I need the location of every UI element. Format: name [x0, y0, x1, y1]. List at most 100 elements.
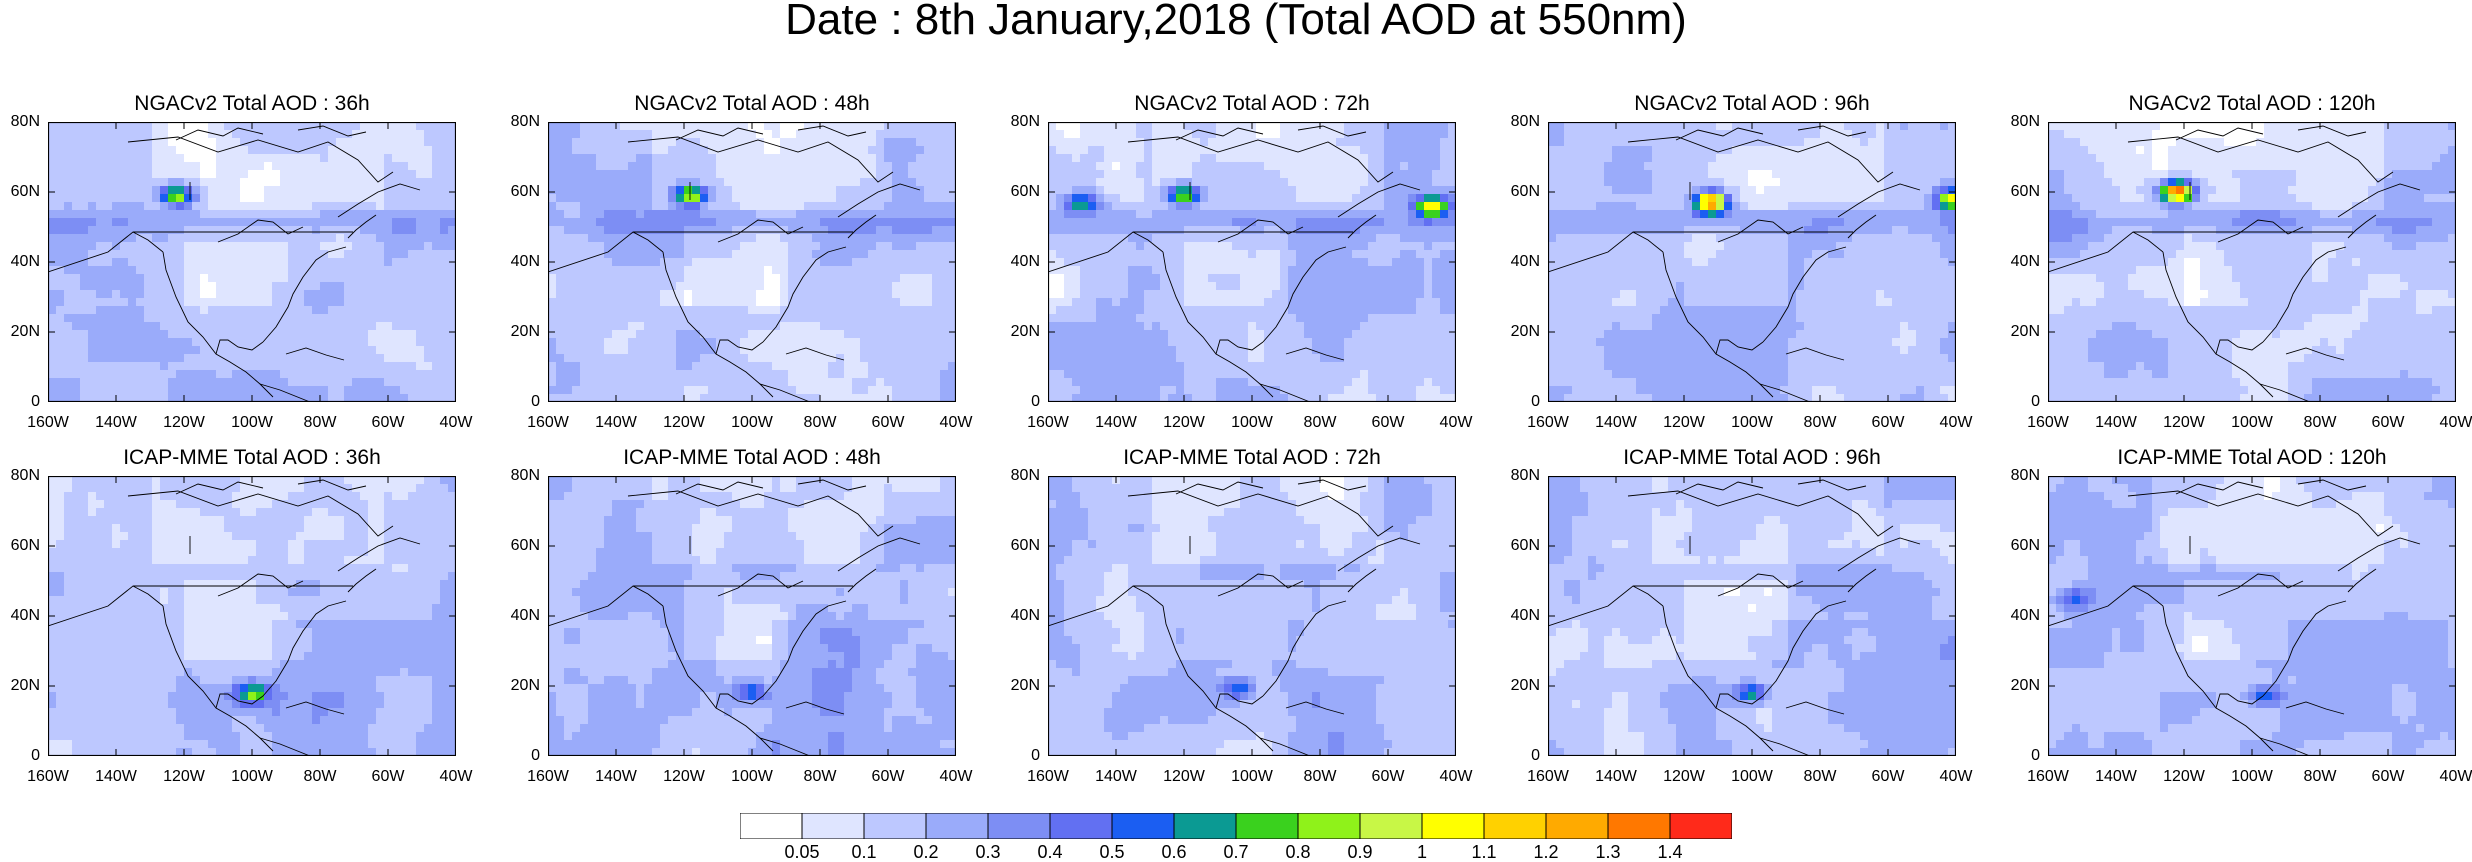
map-panel: ICAP-MME Total AOD : 96h 80N 60N 40N 20N 0 160… [1511, 446, 1973, 785]
colorbar-label: 0.3 [975, 842, 1001, 862]
y-tick-label: 60N [1010, 183, 1040, 200]
panel-title: ICAP-MME Total AOD : 120h [2117, 446, 2387, 469]
tick-marks [1548, 476, 1956, 756]
coastline [2048, 479, 2421, 756]
x-tick-label: 160W [2027, 768, 2069, 785]
x-tick-label: 80W [1303, 768, 1337, 785]
coastline [48, 479, 421, 756]
y-tick-label: 60N [510, 537, 540, 554]
aod-field [1548, 122, 1956, 402]
y-tick-label: 40N [2010, 253, 2040, 270]
x-tick-label: 80W [803, 768, 837, 785]
y-tick-label: 60N [10, 183, 40, 200]
aod-field [548, 122, 956, 402]
map-panel: ICAP-MME Total AOD : 72h 80N 60N 40N 20N 0 160… [1011, 446, 1473, 785]
x-tick-label: 60W [1871, 768, 1905, 785]
map-panel: ICAP-MME Total AOD : 48h 80N 60N 40N 20N 0 160… [511, 446, 973, 785]
y-tick-label: 40N [1010, 253, 1040, 270]
panel-title: NGACv2 Total AOD : 120h [2128, 92, 2376, 115]
y-tick-label: 0 [1531, 393, 1540, 410]
tick-marks [48, 476, 456, 756]
y-tick-label: 20N [10, 677, 40, 694]
figure-title: Date : 8th January,2018 (Total AOD at 55… [785, 0, 1687, 44]
aod-map [1048, 476, 1456, 756]
x-tick-label: 120W [663, 414, 705, 431]
x-tick-label: 60W [871, 768, 905, 785]
x-tick-label: 140W [2095, 768, 2137, 785]
x-tick-label: 40W [1939, 768, 1973, 785]
aod-field [1048, 476, 1456, 756]
panel-title: NGACv2 Total AOD : 36h [134, 92, 370, 115]
x-tick-label: 40W [939, 768, 973, 785]
colorbar-swatch [1359, 813, 1423, 839]
coastline [1548, 479, 1921, 756]
x-tick-label: 140W [1095, 414, 1137, 431]
y-tick-label: 0 [1031, 393, 1040, 410]
y-tick-label: 80N [10, 113, 40, 130]
x-tick-label: 120W [163, 768, 205, 785]
x-tick-label: 60W [2371, 414, 2405, 431]
colorbar-label: 0.7 [1223, 842, 1249, 862]
y-tick-label: 60N [510, 183, 540, 200]
aod-field [48, 122, 456, 402]
x-tick-label: 160W [1527, 414, 1569, 431]
aod-map [1548, 122, 1956, 402]
x-tick-label: 160W [1027, 768, 1069, 785]
y-tick-label: 60N [2010, 183, 2040, 200]
x-tick-label: 140W [595, 414, 637, 431]
panel-title: ICAP-MME Total AOD : 48h [623, 446, 881, 469]
colorbar-swatch [1173, 813, 1237, 839]
x-tick-label: 120W [1163, 768, 1205, 785]
tick-marks [1548, 122, 1956, 402]
y-tick-label: 40N [1010, 607, 1040, 624]
y-tick-label: 60N [1510, 537, 1540, 554]
colorbar-swatch [1545, 813, 1609, 839]
colorbar-label: 0.4 [1037, 842, 1063, 862]
y-tick-label: 60N [10, 537, 40, 554]
x-tick-label: 140W [1095, 768, 1137, 785]
x-tick-label: 60W [2371, 768, 2405, 785]
x-tick-label: 160W [1027, 414, 1069, 431]
x-tick-label: 120W [1163, 414, 1205, 431]
x-tick-label: 80W [1803, 768, 1837, 785]
x-tick-label: 80W [2303, 414, 2337, 431]
map-panel: NGACv2 Total AOD : 120h 80N 60N 40N 20N 0 160W… [2011, 92, 2472, 431]
y-tick-label: 40N [1510, 253, 1540, 270]
x-tick-label: 100W [731, 414, 773, 431]
aod-field [2048, 476, 2456, 756]
x-tick-label: 60W [371, 414, 405, 431]
x-tick-label: 40W [1939, 414, 1973, 431]
y-tick-label: 60N [1010, 537, 1040, 554]
x-tick-label: 60W [1871, 414, 1905, 431]
x-tick-label: 160W [27, 414, 69, 431]
y-tick-label: 0 [531, 393, 540, 410]
y-tick-label: 80N [1510, 113, 1540, 130]
aod-map [1048, 122, 1456, 402]
y-tick-label: 0 [1031, 747, 1040, 764]
colorbar-swatch [1297, 813, 1361, 839]
aod-map [548, 122, 956, 402]
y-tick-label: 20N [2010, 677, 2040, 694]
colorbar-swatch [1483, 813, 1547, 839]
panel-title: ICAP-MME Total AOD : 36h [123, 446, 381, 469]
aod-field [1548, 476, 1956, 756]
y-tick-label: 60N [2010, 537, 2040, 554]
y-tick-label: 0 [1531, 747, 1540, 764]
panel-title: NGACv2 Total AOD : 72h [1134, 92, 1370, 115]
y-tick-label: 20N [10, 323, 40, 340]
aod-map [2048, 122, 2456, 402]
x-tick-label: 40W [1439, 414, 1473, 431]
x-tick-label: 60W [1371, 768, 1405, 785]
tick-marks [548, 476, 956, 756]
y-tick-label: 40N [10, 253, 40, 270]
tick-marks [48, 122, 456, 402]
x-tick-label: 40W [2439, 414, 2472, 431]
y-tick-label: 80N [1010, 113, 1040, 130]
x-tick-label: 80W [2303, 768, 2337, 785]
coastline [1048, 479, 1421, 756]
x-tick-label: 120W [163, 414, 205, 431]
y-tick-label: 20N [1510, 323, 1540, 340]
x-tick-label: 80W [1303, 414, 1337, 431]
x-tick-label: 40W [939, 414, 973, 431]
colorbar-label: 1.2 [1533, 842, 1559, 862]
